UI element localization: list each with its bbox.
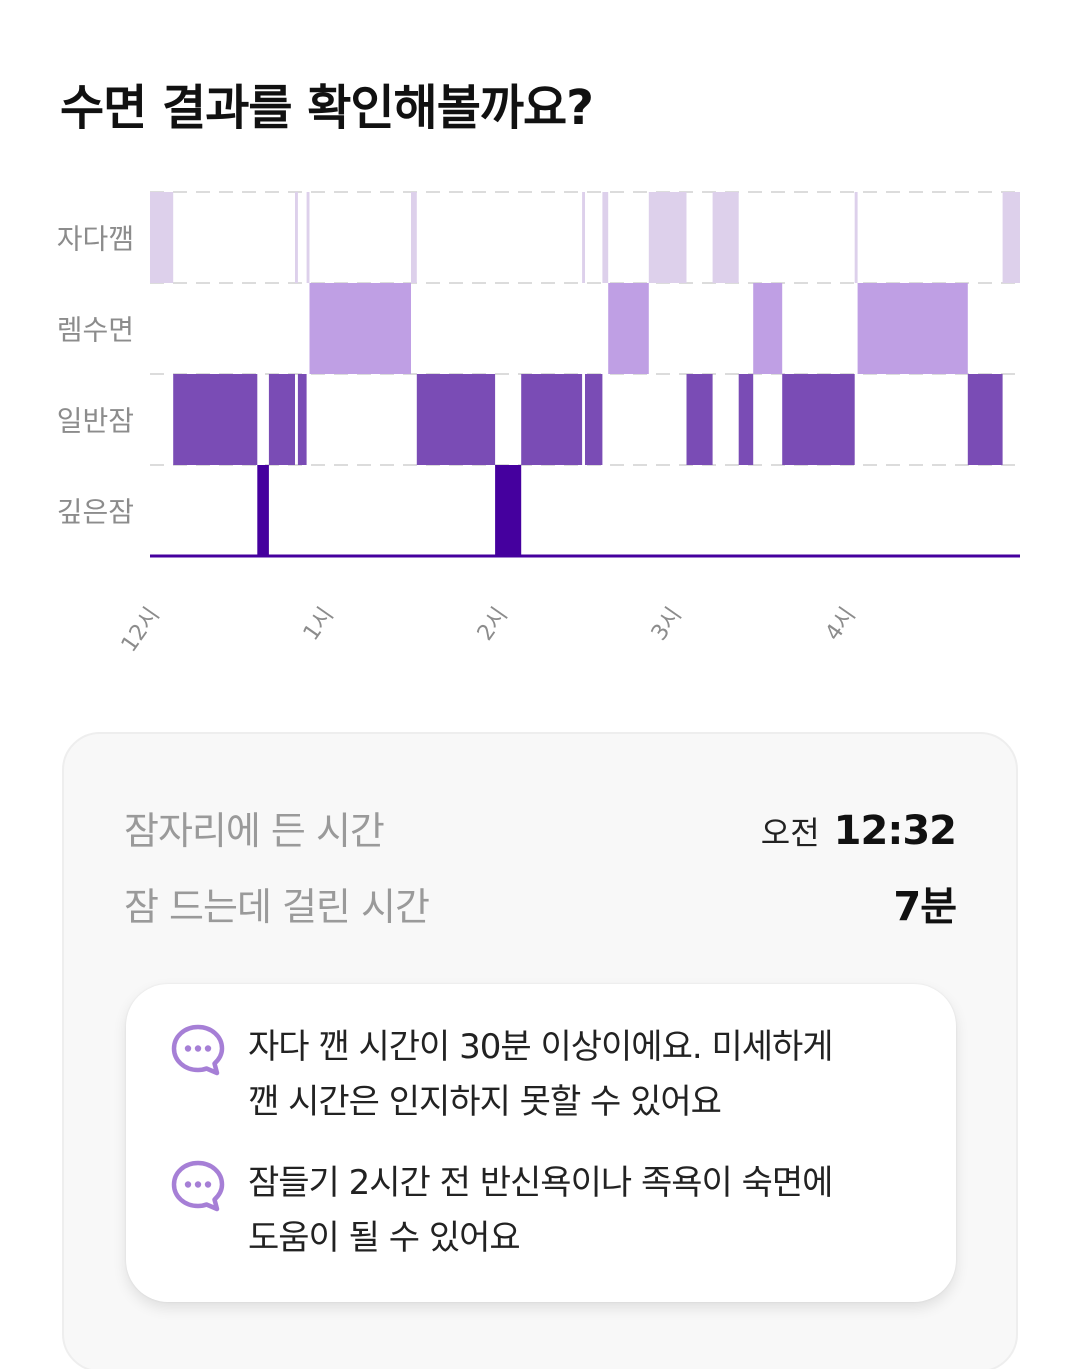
stage-segment — [582, 192, 585, 283]
stage-segment — [150, 192, 174, 283]
x-tick-label: 12시 — [117, 603, 165, 657]
latency-value-group: 7분 — [893, 874, 957, 932]
x-tick-label: 3시 — [647, 603, 687, 645]
latency-row: 잠 드는데 걸린 시간 7분 — [124, 874, 957, 932]
latency-value: 7분 — [893, 884, 957, 930]
stage-segment — [602, 192, 609, 283]
tips-box: 자다 깬 시간이 30분 이상이에요. 미세하게 깬 시간은 인지하지 못할 수… — [126, 984, 956, 1302]
stage-label: 렘수면 — [57, 314, 134, 347]
stage-segment — [608, 283, 649, 374]
stage-segment — [295, 192, 298, 283]
stage-segment — [309, 283, 411, 374]
tip-item: 자다 깬 시간이 30분 이상이에요. 미세하게 깬 시간은 인지하지 못할 수… — [170, 1020, 916, 1130]
stage-label: 깊은잠 — [57, 496, 134, 529]
stage-segment — [521, 374, 583, 465]
stage-segment — [411, 192, 417, 283]
bedtime-label: 잠자리에 든 시간 — [124, 809, 385, 853]
x-tick-label: 1시 — [299, 603, 339, 645]
tip-text-line: 자다 깬 시간이 30분 이상이에요. 미세하게 — [248, 1027, 834, 1067]
tip-item: 잠들기 2시간 전 반신욕이나 족욕이 숙면에 도움이 될 수 있어요 — [170, 1156, 916, 1266]
stage-segment — [738, 374, 754, 465]
stage-label: 자다깸 — [57, 223, 134, 256]
latency-label: 잠 드는데 걸린 시간 — [124, 885, 430, 929]
stage-segment — [495, 465, 522, 556]
stage-segment — [648, 192, 687, 283]
tip-text-line: 도움이 될 수 있어요 — [248, 1218, 521, 1258]
stage-segment — [173, 374, 258, 465]
stage-segment — [686, 374, 713, 465]
page-title: 수면 결과를 확인해볼까요? — [60, 80, 594, 136]
stage-segment — [753, 283, 783, 374]
stage-segment — [306, 192, 310, 283]
stage-segment — [857, 283, 968, 374]
stage-segment — [585, 374, 603, 465]
sleep-summary-card: 잠자리에 든 시간 오전 12:32 잠 드는데 걸린 시간 7분 — [62, 732, 1018, 1369]
stage-segment — [1002, 192, 1020, 283]
bedtime-row: 잠자리에 든 시간 오전 12:32 — [124, 800, 957, 855]
chat-bubble-icon — [171, 1160, 225, 1212]
stage-segment — [854, 192, 858, 283]
stage-segment — [712, 192, 739, 283]
bedtime-ampm: 오전 — [760, 814, 820, 852]
stage-segment — [782, 374, 855, 465]
stage-segment — [297, 374, 307, 465]
stage-label: 일반잠 — [57, 405, 134, 438]
chat-bubble-icon — [171, 1024, 225, 1076]
x-tick-label: 4시 — [821, 603, 861, 645]
tip-text: 자다 깬 시간이 30분 이상이에요. 미세하게 깬 시간은 인지하지 못할 수… — [248, 1020, 916, 1130]
tip-text-line: 잠들기 2시간 전 반신욕이나 족욕이 숙면에 — [248, 1163, 833, 1203]
stage-segment — [967, 374, 1003, 465]
tip-text: 잠들기 2시간 전 반신욕이나 족욕이 숙면에 도움이 될 수 있어요 — [248, 1156, 916, 1266]
tip-text-line: 깬 시간은 인지하지 못할 수 있어요 — [248, 1082, 722, 1122]
x-tick-label: 2시 — [473, 603, 513, 645]
stage-segment — [268, 374, 295, 465]
stage-segment — [416, 374, 496, 465]
stage-segment — [257, 465, 269, 556]
bedtime-value-group: 오전 12:32 — [760, 808, 957, 854]
bedtime-value: 12:32 — [833, 808, 957, 854]
